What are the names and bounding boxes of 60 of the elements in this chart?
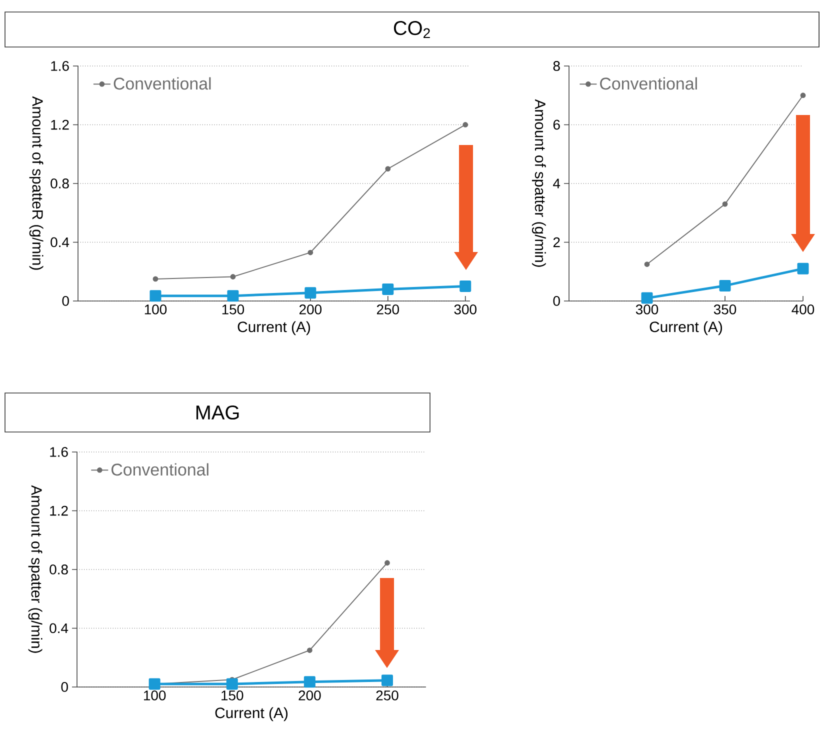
y-tick-label: 1.2 [50,506,68,516]
point [719,280,731,292]
legend-label: Conventional [114,77,211,90]
y-tick-label: 0.4 [50,623,68,634]
y-tick-label: 8 [553,61,560,71]
x-tick-label: 150 [222,690,244,700]
point [308,250,314,256]
chart-title: MAG [196,405,239,420]
point [462,122,468,128]
y-tick-label: 0.4 [50,237,70,248]
point [722,201,728,207]
x-tick-label: 350 [714,304,736,314]
point [148,678,160,690]
point [460,280,472,292]
x-tick-label: 300 [636,304,658,314]
y-tick-label: 1.6 [50,447,68,457]
point [152,276,158,282]
y-tick-label: 4 [553,178,560,188]
point [385,166,391,172]
x-tick-label: 200 [298,690,321,700]
y-tick-label: 0.8 [50,564,68,574]
point [227,290,239,302]
x-tick-label: 100 [144,304,167,314]
x-tick-label: 250 [376,304,399,314]
x-axis-title: Current (A) [650,321,722,336]
x-tick-label: 100 [144,690,166,700]
point [641,292,653,304]
y-axis-title: Amount of spatteR (g/min) [29,96,44,270]
point [304,676,316,688]
y-tick-label: 0 [61,682,68,692]
x-tick-label: 200 [299,304,322,314]
y-tick-label: 0.8 [50,178,69,188]
chart-title: CO$_{2}$ [394,20,430,38]
x-tick-label: 150 [222,304,244,314]
point [384,560,390,566]
x-tick-label: 300 [454,304,476,314]
y-axis-title: Amount of spatter (g/min) [28,485,42,653]
y-tick-label: 2 [553,237,560,248]
x-axis-title: Current (A) [238,321,310,336]
point [800,92,806,98]
point [382,283,394,295]
legend-label: Conventional [600,77,697,90]
point [306,648,312,653]
point [644,262,650,267]
y-tick-label: 0 [62,296,69,306]
point [230,274,236,280]
y-axis-title: Amount of spatter (g/min) [532,99,546,267]
point [304,287,316,299]
point [797,262,809,274]
legend-label: Conventional [112,463,208,476]
y-tick-label: 0 [553,296,560,306]
y-tick-label: 6 [553,120,560,130]
y-tick-label: 1.6 [51,61,69,71]
x-axis-title: Current (A) [215,707,288,722]
y-tick-label: 1.2 [51,120,69,130]
point [381,674,393,686]
point [226,678,238,690]
point [150,290,162,302]
x-tick-label: 400 [792,304,814,314]
x-tick-label: 250 [376,690,398,700]
